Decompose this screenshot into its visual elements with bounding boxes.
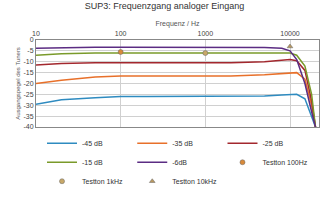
svg-text:-40: -40 (23, 123, 33, 130)
svg-text:10000: 10000 (280, 30, 300, 37)
svg-text:Testton 1kHz: Testton 1kHz (82, 178, 123, 185)
svg-text:-5: -5 (27, 47, 33, 54)
svg-text:-25 dB: -25 dB (262, 140, 283, 147)
svg-text:Ausgangspegel des Tuners: Ausgangspegel des Tuners (15, 47, 21, 120)
svg-text:0: 0 (30, 36, 34, 43)
svg-text:-30: -30 (23, 102, 33, 109)
svg-text:Testton 100Hz: Testton 100Hz (262, 159, 307, 166)
svg-text:-15: -15 (23, 69, 33, 76)
svg-text:-25: -25 (23, 91, 33, 98)
svg-text:-35: -35 (23, 113, 33, 120)
svg-text:-6dB: -6dB (172, 159, 187, 166)
svg-text:10: 10 (32, 30, 40, 37)
svg-text:1000: 1000 (198, 30, 214, 37)
svg-text:Frequenz / Hz: Frequenz / Hz (156, 20, 200, 28)
svg-text:SUP3: Frequenzgang analoger Ei: SUP3: Frequenzgang analoger Eingang (85, 1, 245, 11)
svg-text:-35 dB: -35 dB (172, 140, 193, 147)
svg-text:-45 dB: -45 dB (82, 140, 103, 147)
svg-text:-20: -20 (23, 80, 33, 87)
svg-text:-10: -10 (23, 58, 33, 65)
svg-text:-15 dB: -15 dB (82, 159, 103, 166)
svg-text:100: 100 (115, 30, 127, 37)
svg-text:Testton 10kHz: Testton 10kHz (172, 178, 217, 185)
